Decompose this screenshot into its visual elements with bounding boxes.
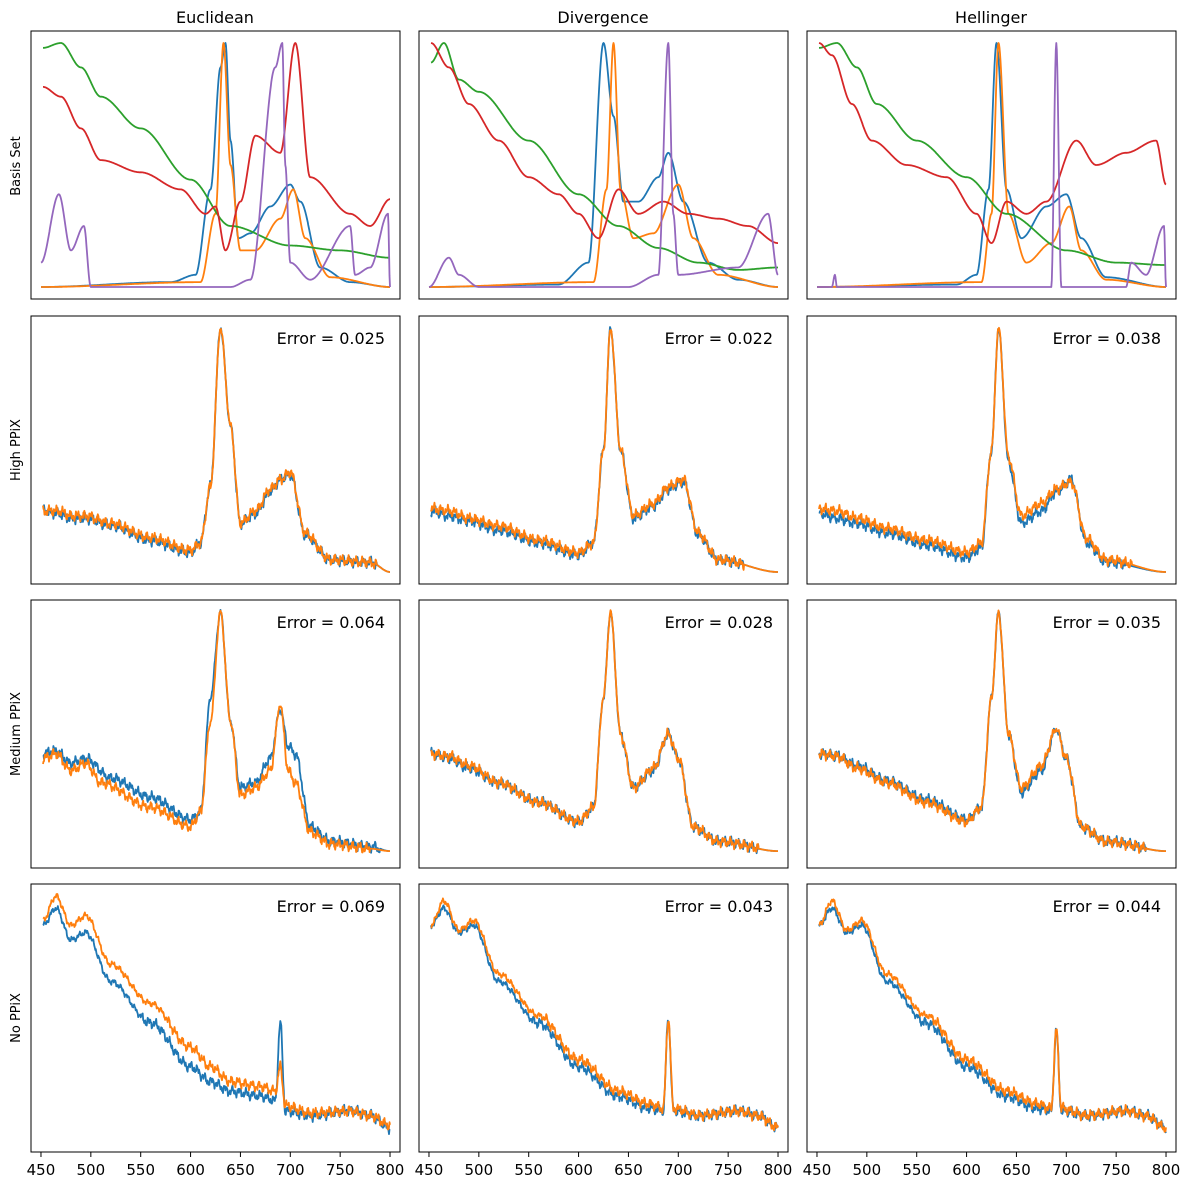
axes-frame — [806, 599, 1177, 869]
axes-frame — [30, 30, 401, 300]
series-group — [818, 898, 1167, 1134]
x-tick-label: 500 — [465, 1161, 494, 1179]
series-line-red — [430, 42, 779, 244]
panel-basis-set-hellinger — [806, 30, 1177, 300]
panel-high-ppix-divergence: Error = 0.022 — [418, 315, 789, 585]
series-group — [818, 326, 1167, 573]
series-group — [430, 326, 779, 573]
error-label: Error = 0.025 — [277, 329, 385, 348]
series-group — [40, 42, 391, 288]
series-line-purple — [816, 42, 1167, 288]
axes-frame — [806, 883, 1177, 1153]
x-tick-label: 650 — [1002, 1161, 1031, 1179]
axes-frame — [30, 315, 401, 585]
series-line-green — [430, 42, 779, 271]
series-group — [42, 893, 391, 1135]
x-tick-label: 650 — [226, 1161, 255, 1179]
x-tick-label: 600 — [564, 1161, 593, 1179]
error-label: Error = 0.028 — [665, 613, 773, 632]
series-line-orange — [428, 42, 779, 288]
x-tick-label: 550 — [902, 1161, 931, 1179]
error-label: Error = 0.069 — [277, 897, 385, 916]
series-line-orange — [430, 609, 779, 853]
series-line-orange — [430, 329, 779, 573]
axes-frame — [30, 883, 401, 1153]
x-tick-label: 750 — [326, 1161, 355, 1179]
panel-no-ppix-hellinger: Error = 0.044 450 500 550 600 650 700 750 800 — [803, 883, 1181, 1179]
axes-frame — [806, 30, 1177, 300]
error-label: Error = 0.038 — [1053, 329, 1161, 348]
x-tick-label: 800 — [376, 1161, 405, 1179]
axes-frame — [30, 599, 401, 869]
column-title-divergence: Divergence — [557, 8, 648, 27]
x-tick-label: 750 — [714, 1161, 743, 1179]
axes-frame — [418, 599, 789, 869]
series-line-purple — [428, 42, 779, 288]
panel-no-ppix-divergence: Error = 0.043 450 500 550 600 650 700 750 800 — [415, 883, 793, 1179]
row-label-no-ppix: No PPiX — [9, 993, 24, 1043]
series-line-orange — [816, 42, 1167, 288]
panel-basis-set-divergence — [418, 30, 789, 300]
series-line-orange — [818, 326, 1167, 573]
x-tick-label: 600 — [952, 1161, 981, 1179]
axes-frame — [418, 315, 789, 585]
panel-high-ppix-hellinger: Error = 0.038 — [806, 315, 1177, 585]
panel-medium-ppix-euclidean: Error = 0.064 — [30, 599, 401, 869]
x-tick-label: 500 — [77, 1161, 106, 1179]
error-label: Error = 0.044 — [1053, 897, 1161, 916]
error-label: Error = 0.064 — [277, 613, 385, 632]
error-label: Error = 0.035 — [1053, 613, 1161, 632]
x-tick-label: 500 — [853, 1161, 882, 1179]
x-tick-label: 700 — [1052, 1161, 1081, 1179]
panel-high-ppix-euclidean: Error = 0.025 — [30, 315, 401, 585]
x-tick-label: 450 — [27, 1161, 56, 1179]
x-tick-label: 450 — [803, 1161, 832, 1179]
axes-frame — [418, 883, 789, 1153]
column-title-euclidean: Euclidean — [176, 8, 254, 27]
series-group — [816, 42, 1167, 288]
series-group — [42, 327, 391, 573]
axes-frame — [418, 30, 789, 300]
x-tick-label: 550 — [126, 1161, 155, 1179]
x-tick-label: 600 — [176, 1161, 205, 1179]
x-tick-label: 650 — [614, 1161, 643, 1179]
axes-frame — [806, 315, 1177, 585]
series-group — [818, 609, 1167, 854]
x-tick-label: 800 — [1152, 1161, 1181, 1179]
panel-basis-set-euclidean — [30, 30, 401, 300]
x-tick-label: 800 — [764, 1161, 793, 1179]
row-label-medium-ppix: Medium PPiX — [9, 692, 24, 776]
panel-no-ppix-euclidean: Error = 0.069 450 500 550 600 650 700 750 800 — [27, 883, 405, 1179]
x-tick-label: 550 — [514, 1161, 543, 1179]
x-tick-label: 450 — [415, 1161, 444, 1179]
series-line-orange — [40, 42, 391, 288]
series-group — [430, 897, 779, 1133]
series-line-purple — [40, 42, 391, 288]
series-group — [428, 42, 779, 288]
series-line-orange — [42, 893, 391, 1131]
row-label-high-ppix: High PPiX — [9, 419, 24, 481]
series-line-orange — [430, 897, 779, 1132]
row-label-basis-set: Basis Set — [9, 136, 24, 196]
x-tick-label: 700 — [276, 1161, 305, 1179]
series-group — [42, 609, 391, 854]
series-group — [430, 609, 779, 855]
error-label: Error = 0.043 — [665, 897, 773, 916]
series-line-green — [818, 42, 1167, 266]
figure-labels: Euclidean Divergence Hellinger Basis Set… — [9, 8, 1027, 1043]
series-line-orange — [42, 328, 391, 573]
series-line-orange — [818, 898, 1167, 1133]
series-line-orange — [818, 609, 1167, 854]
x-tick-label: 700 — [664, 1161, 693, 1179]
x-tick-label: 750 — [1102, 1161, 1131, 1179]
series-line-red — [818, 42, 1167, 244]
column-title-hellinger: Hellinger — [955, 8, 1027, 27]
error-label: Error = 0.022 — [665, 329, 773, 348]
series-line-orange — [42, 609, 391, 854]
panel-medium-ppix-hellinger: Error = 0.035 — [806, 599, 1177, 869]
panel-medium-ppix-divergence: Error = 0.028 — [418, 599, 789, 869]
series-line-red — [42, 42, 391, 252]
subplot-grid: Error = 0.025 Error = 0.022 Error = 0.038 E… — [27, 30, 1181, 1179]
